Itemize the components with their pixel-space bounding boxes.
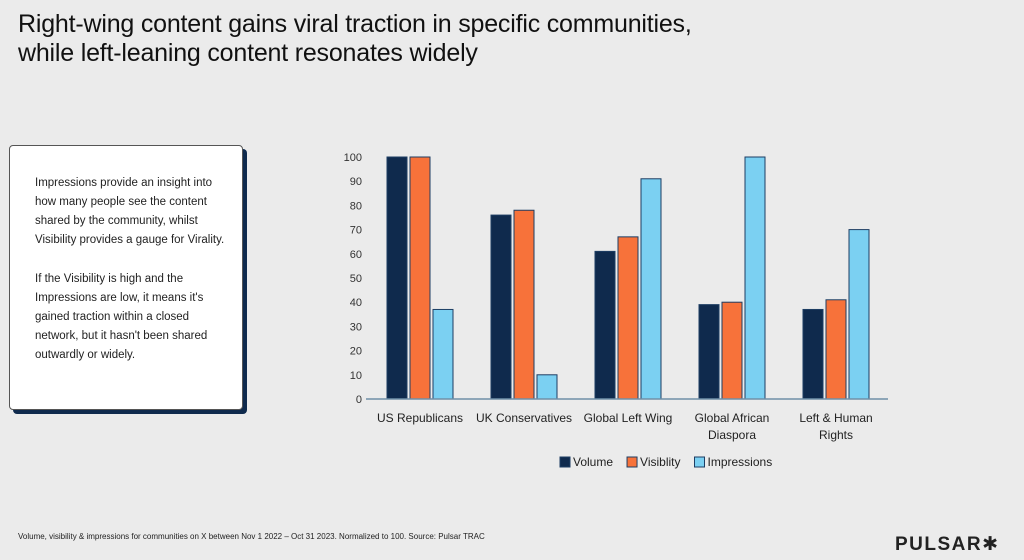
title-line-1: Right-wing content gains viral traction …	[18, 10, 692, 38]
legend-label: Impressions	[708, 455, 773, 469]
y-tick-label: 70	[350, 225, 362, 237]
bar-visiblity	[617, 236, 639, 400]
x-tick-label: Global African	[695, 411, 770, 425]
legend-swatch-impressions	[694, 456, 705, 468]
y-tick-label: 10	[350, 370, 362, 382]
pulsar-logo: PULSAR✱	[895, 534, 1000, 555]
y-tick-label: 50	[350, 273, 362, 285]
legend-swatch-volume	[559, 456, 571, 468]
bar-impressions	[432, 308, 454, 400]
x-tick-label: Rights	[819, 428, 853, 442]
y-tick-label: 100	[344, 152, 362, 164]
y-tick-label: 40	[350, 297, 362, 309]
info-box: Impressions provide an insight into how …	[9, 145, 243, 410]
legend-label: Volume	[573, 455, 613, 469]
bar-impressions	[640, 178, 662, 400]
bar-visiblity	[409, 156, 431, 400]
footnote: Volume, visibility & impressions for com…	[18, 532, 485, 541]
y-tick-label: 30	[350, 321, 362, 333]
bar-visiblity	[513, 209, 535, 400]
bar-volume	[594, 250, 616, 400]
bar-impressions	[536, 374, 558, 400]
x-tick-label: UK Conservatives	[476, 411, 572, 425]
bar-visiblity	[825, 299, 847, 400]
y-tick-label: 0	[356, 394, 362, 406]
title-line-2: while left-leaning content resonates wid…	[18, 39, 478, 67]
legend-label: Visiblity	[640, 455, 680, 469]
bar-impressions	[744, 156, 766, 400]
page-title: Right-wing content gains viral traction …	[18, 10, 692, 68]
bar-volume	[386, 156, 408, 400]
info-paragraph-1: Impressions provide an insight into how …	[35, 177, 225, 246]
y-tick-label: 60	[350, 249, 362, 261]
x-tick-label: US Republicans	[377, 411, 463, 425]
bar-visiblity	[721, 301, 743, 400]
y-tick-label: 80	[350, 200, 362, 212]
x-tick-label: Diaspora	[708, 428, 756, 442]
legend-swatch-visiblity	[626, 456, 638, 468]
bar-volume	[490, 214, 512, 400]
info-paragraph-2: If the Visibility is high and the Impres…	[35, 273, 208, 361]
bar-impressions	[848, 229, 870, 400]
y-tick-label: 90	[350, 176, 362, 188]
y-tick-label: 20	[350, 346, 362, 358]
bar-volume	[698, 304, 720, 400]
x-tick-label: Left & Human	[799, 411, 872, 425]
bar-volume	[802, 308, 824, 400]
x-tick-label: Global Left Wing	[584, 411, 673, 425]
